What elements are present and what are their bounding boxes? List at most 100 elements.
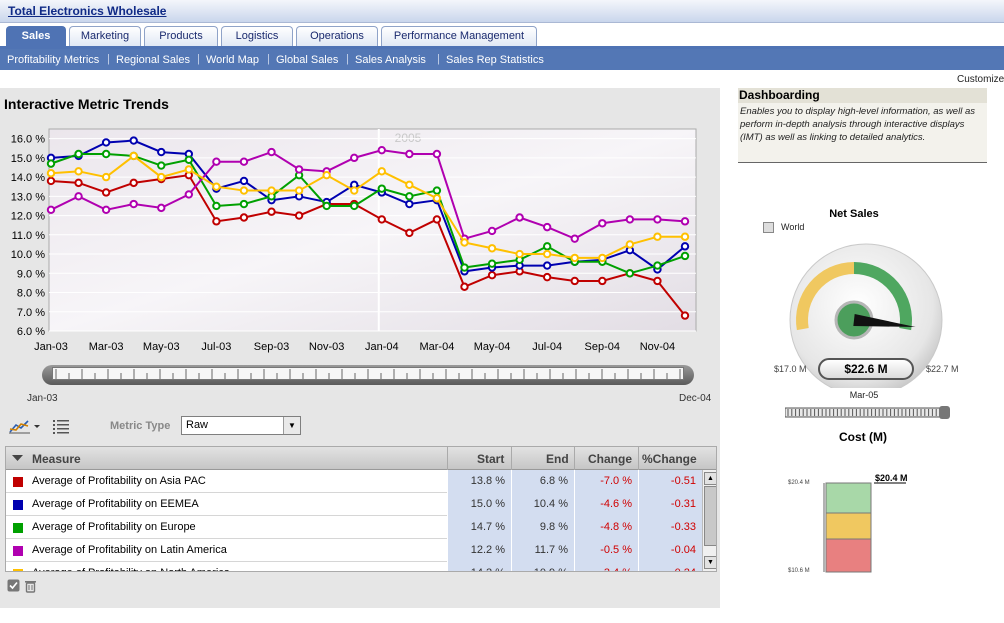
data-point[interactable] [129, 199, 138, 209]
data-point[interactable] [184, 190, 194, 199]
dropdown-arrow-icon[interactable]: ▼ [283, 417, 300, 434]
data-point[interactable] [598, 276, 607, 286]
data-point[interactable] [212, 157, 221, 166]
table-row[interactable]: Average of Profitability on Latin Americ… [6, 539, 702, 562]
subnav-sales-analysis[interactable]: Sales Analysis [355, 54, 426, 66]
data-point[interactable] [680, 232, 690, 241]
data-point[interactable] [101, 188, 111, 197]
metric-type-select[interactable]: Raw ▼ [181, 416, 301, 435]
app-title[interactable]: Total Electronics Wholesale [8, 4, 167, 18]
chevron-down-icon[interactable] [34, 425, 40, 428]
data-point[interactable] [294, 186, 304, 195]
data-point[interactable] [350, 153, 359, 163]
chart-type-menu[interactable] [8, 417, 44, 435]
data-point[interactable] [680, 251, 690, 261]
data-point[interactable] [157, 161, 166, 170]
data-point[interactable] [515, 249, 524, 259]
data-point[interactable] [487, 226, 497, 236]
table-row[interactable]: Average of Profitability on EEMEA 15.0 % 1… [6, 493, 702, 516]
data-point[interactable] [487, 271, 497, 280]
data-point[interactable] [129, 136, 138, 145]
data-point[interactable] [542, 249, 552, 259]
data-point[interactable] [350, 186, 359, 195]
customize-link[interactable]: Customize [957, 74, 1004, 85]
world-filter-label[interactable]: World [781, 222, 805, 232]
data-point[interactable] [184, 165, 194, 174]
data-point[interactable] [101, 205, 111, 215]
data-point[interactable] [322, 170, 331, 180]
data-point[interactable] [46, 159, 56, 168]
data-point[interactable] [46, 176, 56, 186]
data-point[interactable] [570, 234, 579, 243]
checkbox-icon[interactable] [7, 579, 20, 592]
tab-logistics[interactable]: Logistics [221, 26, 293, 47]
data-point[interactable] [598, 253, 607, 263]
subnav-global-sales[interactable]: Global Sales [276, 54, 339, 66]
data-point[interactable] [377, 184, 386, 193]
list-view-icon[interactable] [52, 418, 70, 434]
data-point[interactable] [267, 186, 276, 195]
table-row[interactable]: Average of Profitability on Europe 14.7 %… [6, 516, 702, 539]
data-point[interactable] [377, 167, 386, 176]
data-point[interactable] [598, 219, 607, 228]
tab-operations[interactable]: Operations [296, 26, 378, 47]
header-change[interactable]: Change [588, 452, 633, 466]
series-line[interactable] [50, 154, 685, 259]
time-slider[interactable] [785, 406, 951, 419]
data-point[interactable] [542, 272, 552, 282]
data-point[interactable] [184, 155, 194, 164]
data-point[interactable] [212, 217, 221, 226]
data-point[interactable] [267, 147, 276, 157]
data-point[interactable] [432, 149, 442, 159]
data-point[interactable] [74, 149, 83, 159]
data-point[interactable] [46, 169, 56, 178]
scroll-up-icon[interactable]: ▲ [704, 472, 716, 485]
data-point[interactable] [680, 311, 690, 320]
data-point[interactable] [487, 259, 497, 268]
data-point[interactable] [625, 240, 635, 249]
tab-marketing[interactable]: Marketing [69, 26, 141, 47]
data-point[interactable] [294, 211, 304, 220]
header-measure[interactable]: Measure [32, 452, 81, 466]
data-point[interactable] [74, 178, 83, 188]
data-point[interactable] [432, 215, 442, 224]
data-point[interactable] [350, 201, 359, 211]
data-point[interactable] [322, 201, 331, 211]
data-point[interactable] [515, 213, 524, 222]
data-point[interactable] [74, 192, 83, 201]
data-point[interactable] [405, 180, 414, 189]
data-point[interactable] [377, 145, 386, 155]
subnav-regional-sales[interactable]: Regional Sales [116, 54, 190, 66]
data-point[interactable] [432, 194, 442, 203]
data-point[interactable] [405, 199, 414, 209]
header-start[interactable]: Start [477, 452, 505, 466]
trash-icon[interactable] [25, 581, 36, 593]
line-chart-icon[interactable] [9, 420, 30, 434]
data-point[interactable] [570, 253, 579, 263]
subnav-world-map[interactable]: World Map [206, 54, 259, 66]
data-point[interactable] [680, 242, 690, 251]
data-point[interactable] [625, 269, 635, 278]
grid-vertical-scrollbar[interactable]: ▲ ▼ [702, 470, 716, 571]
scroll-down-icon[interactable]: ▼ [704, 556, 716, 569]
series-line[interactable] [50, 153, 686, 275]
series-line[interactable] [50, 174, 686, 317]
scroll-thumb[interactable] [704, 486, 716, 546]
data-point[interactable] [487, 244, 497, 253]
header-end[interactable]: End [546, 452, 569, 466]
data-point[interactable] [101, 138, 111, 147]
data-point[interactable] [267, 207, 276, 216]
data-point[interactable] [74, 167, 83, 176]
data-point[interactable] [101, 149, 111, 159]
table-row[interactable]: Average of Profitability on Asia PAC 13.8… [6, 470, 702, 493]
data-point[interactable] [239, 186, 249, 195]
data-point[interactable] [542, 242, 552, 251]
data-point[interactable] [542, 222, 552, 232]
date-range-slider[interactable] [42, 365, 694, 385]
data-point[interactable] [157, 147, 166, 157]
series-line[interactable] [50, 149, 686, 240]
tab-performance-management[interactable]: Performance Management [381, 26, 537, 47]
tab-products[interactable]: Products [144, 26, 218, 47]
data-point[interactable] [212, 201, 221, 211]
data-point[interactable] [239, 157, 249, 166]
